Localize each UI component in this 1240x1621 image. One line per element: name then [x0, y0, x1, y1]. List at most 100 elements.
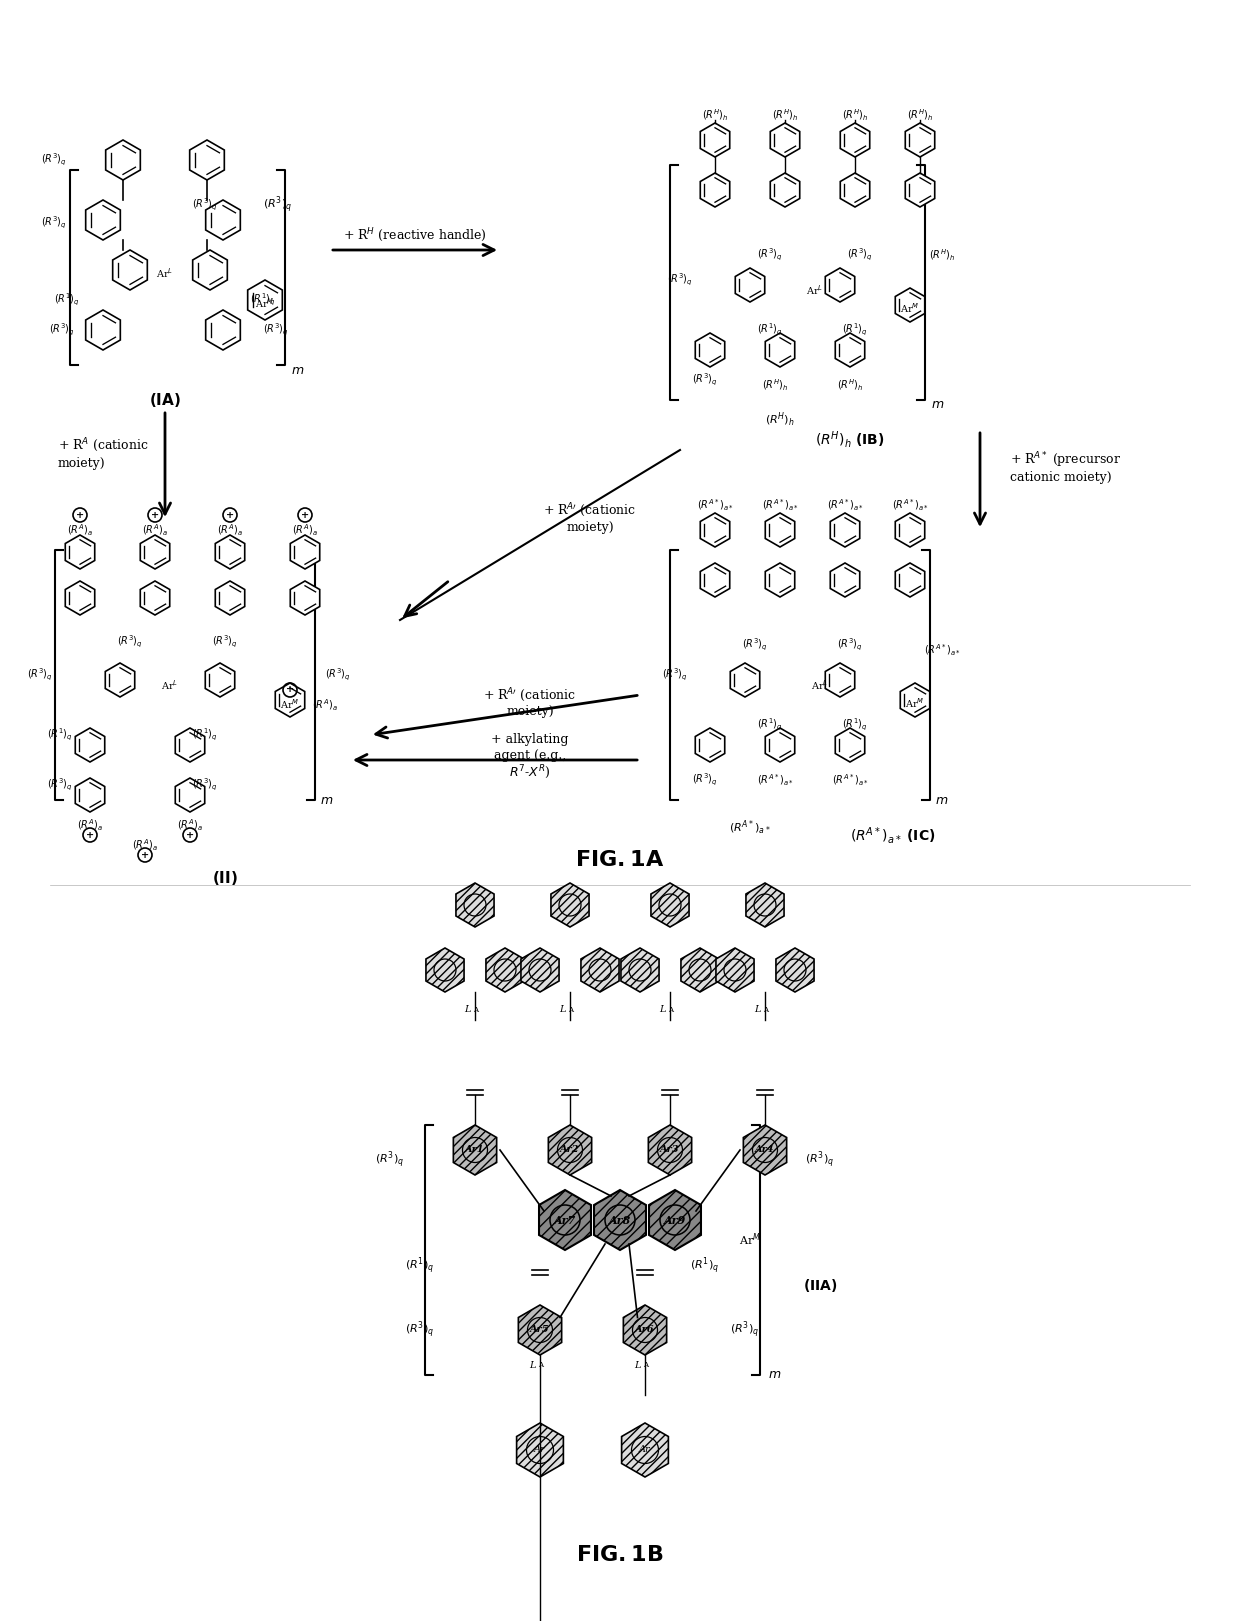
Polygon shape	[216, 535, 244, 569]
Text: $R^7$-$X^R$): $R^7$-$X^R$)	[510, 763, 551, 781]
Text: $(R^{A*})_{a*}$: $(R^{A*})_{a*}$	[832, 772, 868, 788]
Polygon shape	[715, 948, 754, 992]
Text: $(R^H)_h$: $(R^H)_h$	[761, 378, 789, 392]
Text: +: +	[141, 851, 149, 859]
Text: $(R^1)_q$: $(R^1)_q$	[758, 323, 782, 339]
Polygon shape	[701, 173, 729, 207]
Text: $m$: $m$	[291, 363, 305, 376]
Polygon shape	[486, 948, 525, 992]
Polygon shape	[190, 139, 224, 180]
Polygon shape	[681, 948, 719, 992]
Text: L: L	[464, 1005, 470, 1015]
Polygon shape	[105, 139, 140, 180]
Polygon shape	[696, 728, 724, 762]
Polygon shape	[905, 123, 935, 157]
Polygon shape	[517, 1423, 563, 1477]
Polygon shape	[539, 1190, 591, 1250]
Text: $(R^3)_q$: $(R^3)_q$	[758, 246, 782, 263]
Text: $(R^3)_q$: $(R^3)_q$	[192, 776, 218, 793]
Text: A: A	[668, 1007, 673, 1015]
Text: Ar2: Ar2	[560, 1146, 580, 1154]
Polygon shape	[701, 123, 729, 157]
Polygon shape	[86, 199, 120, 240]
Polygon shape	[743, 1125, 786, 1175]
Text: Ar$^M$: Ar$^M$	[739, 1232, 761, 1248]
Text: $(R^3)_q$: $(R^3)_q$	[405, 1319, 434, 1341]
Text: + R$^{A\prime}$ (cationic: + R$^{A\prime}$ (cationic	[484, 686, 577, 704]
Polygon shape	[895, 289, 925, 323]
Polygon shape	[206, 663, 234, 697]
Polygon shape	[826, 663, 854, 697]
Polygon shape	[206, 199, 241, 240]
Text: Ar4: Ar4	[755, 1146, 775, 1154]
Text: $(R^A)_a$: $(R^A)_a$	[67, 522, 93, 538]
Polygon shape	[66, 535, 94, 569]
Text: moiety): moiety)	[567, 520, 614, 533]
Text: + R$^A$ (cationic: + R$^A$ (cationic	[58, 436, 149, 454]
Text: Ar$^M$: Ar$^M$	[900, 302, 920, 314]
Text: Ar: Ar	[534, 1446, 546, 1454]
Text: cationic moiety): cationic moiety)	[1011, 472, 1111, 485]
Polygon shape	[900, 682, 930, 716]
Text: Ar$^L$: Ar$^L$	[806, 284, 823, 297]
Polygon shape	[192, 250, 227, 290]
Text: $(R^1)_q$: $(R^1)_q$	[192, 726, 218, 742]
Text: $(R^A)_a$: $(R^A)_a$	[77, 817, 103, 833]
Text: $(R^H)_h$: $(R^H)_h$	[771, 107, 799, 123]
Polygon shape	[216, 580, 244, 614]
Text: $(R^{A*})_{a*}$: $(R^{A*})_{a*}$	[924, 642, 961, 658]
Text: Ar3: Ar3	[660, 1146, 680, 1154]
Polygon shape	[701, 562, 729, 597]
Polygon shape	[113, 250, 148, 290]
Polygon shape	[765, 512, 795, 546]
Text: $(R^1)_q$: $(R^1)_q$	[842, 323, 868, 339]
Text: $(R^3)_q$: $(R^3)_q$	[692, 772, 718, 788]
Polygon shape	[776, 948, 813, 992]
Text: +: +	[186, 830, 195, 840]
Polygon shape	[105, 663, 135, 697]
Polygon shape	[730, 663, 760, 697]
Polygon shape	[746, 883, 784, 927]
Polygon shape	[841, 123, 869, 157]
Text: +: +	[86, 830, 94, 840]
Text: $(R^3)_q$: $(R^3)_q$	[117, 634, 143, 650]
Polygon shape	[905, 173, 935, 207]
Text: L: L	[528, 1360, 536, 1370]
Polygon shape	[248, 280, 283, 319]
Polygon shape	[735, 267, 765, 302]
Text: Ar$^M$: Ar$^M$	[255, 297, 275, 310]
Text: + R$^{A\prime}$ (cationic: + R$^{A\prime}$ (cationic	[543, 501, 636, 519]
Polygon shape	[548, 1125, 591, 1175]
Text: $m$: $m$	[769, 1368, 781, 1381]
Text: $(R^1)_q$: $(R^1)_q$	[758, 716, 782, 733]
Text: A: A	[644, 1362, 649, 1370]
Text: Ar: Ar	[639, 1446, 651, 1454]
Text: $(R^3)_q$: $(R^3)_q$	[41, 152, 67, 169]
Text: Ar8: Ar8	[609, 1214, 631, 1225]
Text: $(R^1)_q$: $(R^1)_q$	[47, 726, 73, 742]
Text: $(R^3)_q$: $(R^3)_q$	[667, 272, 693, 289]
Polygon shape	[427, 948, 464, 992]
Text: $(R^A)_a$: $(R^A)_a$	[293, 522, 317, 538]
Polygon shape	[621, 1423, 668, 1477]
Text: Ar1: Ar1	[465, 1146, 485, 1154]
Polygon shape	[76, 728, 104, 762]
Text: $(R^H)_h$: $(R^H)_h$	[702, 107, 728, 123]
Text: $(R^{A*})_{a*}$ $\mathbf{(IC)}$: $(R^{A*})_{a*}$ $\mathbf{(IC)}$	[849, 825, 935, 846]
Polygon shape	[701, 512, 729, 546]
Polygon shape	[76, 778, 104, 812]
Polygon shape	[290, 535, 320, 569]
Text: $(R^H)_h$: $(R^H)_h$	[765, 410, 795, 430]
Text: agent (e.g.,: agent (e.g.,	[494, 749, 567, 762]
Text: $(R^H)_h$: $(R^H)_h$	[837, 378, 863, 392]
Text: Ar9: Ar9	[663, 1214, 686, 1225]
Text: $(R^3)_q$: $(R^3)_q$	[50, 323, 74, 339]
Polygon shape	[86, 310, 120, 350]
Text: $(R^3)_q$: $(R^3)_q$	[376, 1149, 404, 1170]
Polygon shape	[140, 535, 170, 569]
Text: $(R^{A*})_{a*}$: $(R^{A*})_{a*}$	[827, 498, 863, 512]
Text: +: +	[286, 686, 294, 694]
Text: $(R^3)_q$: $(R^3)_q$	[325, 666, 351, 682]
Text: $\mathbf{FIG. 1A}$: $\mathbf{FIG. 1A}$	[575, 849, 665, 870]
Text: Ar$^M$: Ar$^M$	[280, 697, 300, 712]
